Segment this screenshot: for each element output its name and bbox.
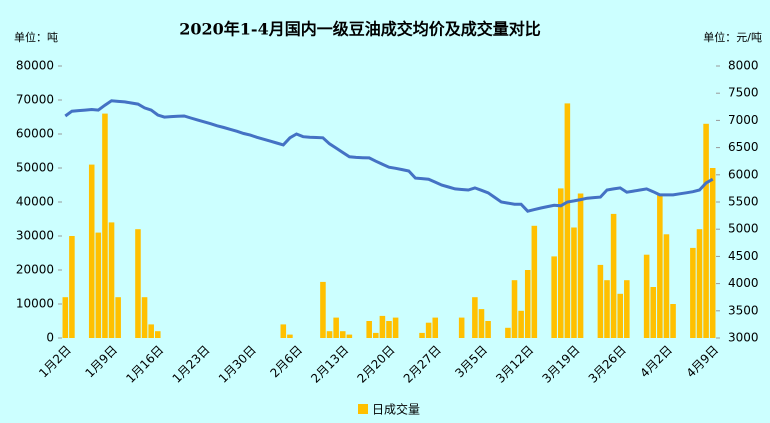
chart-title: 2020年1-4月国内一级豆油成交均价及成交量对比 [179,20,540,39]
bar [709,168,716,338]
bar [346,334,353,338]
bar [597,264,604,338]
x-tick-label: 4月2日 [637,343,675,381]
y-tick-label: 50000 [16,161,54,175]
legend-swatch [358,404,368,414]
bar [531,225,538,338]
bar [88,164,95,338]
bar [518,310,524,338]
bar [69,236,75,338]
y2-tick-label: 3500 [728,303,759,317]
y2-tick-label: 6000 [728,167,759,181]
bar [326,331,333,338]
line [64,99,714,213]
bar [432,317,439,338]
y-tick-label: 10000 [16,297,54,311]
bar [670,304,676,338]
bar [115,297,121,338]
x-tick-label: 1月16日 [123,343,166,386]
bar [339,331,346,338]
bar [624,280,630,338]
bar [643,254,650,338]
bar [703,123,709,338]
y2-unit: 单位：元/吨 [703,30,762,44]
x-tick-label: 1月23日 [170,343,213,386]
bar [657,193,663,338]
bar [690,247,696,338]
bar [610,213,617,338]
x-tick-label: 1月9日 [82,343,120,381]
bar [505,327,511,338]
bar [320,281,326,338]
bar [155,331,161,338]
bar [95,232,102,338]
bar [696,229,703,338]
bar [62,297,69,338]
legend-label: 日成交量 [372,402,420,417]
bar [650,287,657,338]
bar [366,321,372,338]
x-tick-label: 3月26日 [586,343,629,386]
y-tick-label: 70000 [16,93,54,107]
bar [511,280,518,338]
y-tick-label: 30000 [16,229,54,243]
bar [102,113,108,338]
y-tick-label: 0 [46,331,54,345]
x-tick-label: 1月30日 [216,343,259,386]
bar [557,188,564,338]
bar [604,280,610,338]
x-tick-label: 2月27日 [401,343,444,386]
y2-tick-label: 4000 [728,276,759,290]
bar [458,317,465,338]
y2-tick-label: 6500 [728,140,759,154]
bar [564,103,571,339]
bar [141,297,148,338]
y-tick-label: 40000 [16,195,54,209]
bar [571,227,577,338]
bar [524,270,531,338]
bar [425,322,432,338]
x-tick-label: 2月6日 [267,343,305,381]
y2-tick-label: 5000 [728,222,759,236]
y2-tick-label: 5500 [728,195,759,209]
bar [577,193,584,338]
bar [663,234,670,338]
bar [478,309,485,338]
x-tick-label: 4月9日 [684,343,722,381]
y-tick-label: 80000 [16,59,54,73]
x-tick-label: 3月12日 [493,343,536,386]
bar [419,332,425,338]
y-tick-label: 60000 [16,127,54,141]
bar [617,293,623,338]
x-tick-label: 2月13日 [308,343,351,386]
bar [333,317,339,338]
y2-tick-label: 7500 [728,86,759,100]
bar [148,324,154,338]
bar [386,321,392,338]
x-tick-label: 3月5日 [452,343,490,381]
bar [108,222,115,338]
y-tick-label: 20000 [16,263,54,277]
bar [392,317,399,338]
bar [373,332,379,338]
bar [280,324,287,338]
x-tick-label: 1月2日 [36,343,74,381]
bar [472,297,478,338]
y2-tick-label: 4500 [728,249,759,263]
bar [485,321,491,338]
y2-tick-label: 7000 [728,113,759,127]
y2-tick-label: 8000 [728,59,759,73]
y2-tick-label: 3000 [728,331,759,345]
y-unit: 单位：吨 [14,30,58,44]
bar [379,315,386,338]
bar [551,256,557,338]
x-tick-label: 2月20日 [355,343,398,386]
bar [135,229,141,338]
x-tick-label: 3月19日 [539,343,582,386]
bar [287,334,293,338]
